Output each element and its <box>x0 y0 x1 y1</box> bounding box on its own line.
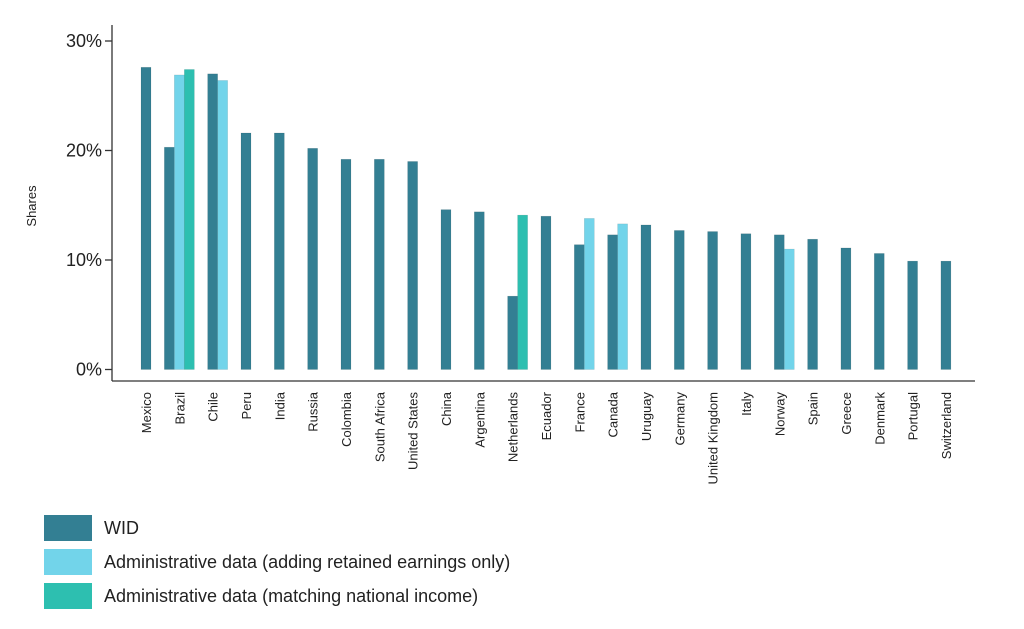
bar-south-africa-series-0 <box>374 158 385 370</box>
legend-swatch-national-income <box>44 583 92 609</box>
bar-netherlands-series-0 <box>507 295 518 370</box>
x-tick-label: Portugal <box>906 392 921 441</box>
x-tick-label: Netherlands <box>506 392 521 463</box>
bar-uruguay-series-0 <box>640 224 652 370</box>
bar-netherlands-series-2 <box>517 214 528 370</box>
x-tick-label: Switzerland <box>939 392 954 459</box>
x-tick-label: Denmark <box>872 392 887 445</box>
legend-label: Administrative data (matching national i… <box>104 585 479 606</box>
bar-united-kingdom-series-0 <box>707 231 718 370</box>
bar-canada-series-1 <box>617 223 628 370</box>
legend-item-wid: WID <box>44 511 510 545</box>
bar-peru-series-0 <box>240 132 252 370</box>
bars <box>140 66 952 370</box>
x-tick-label: Colombia <box>339 391 354 447</box>
legend-swatch-retained-earnings <box>44 549 92 575</box>
bar-germany-series-0 <box>673 230 685 370</box>
bar-ecuador-series-0 <box>540 215 552 370</box>
x-tick-label: Brazil <box>172 392 187 425</box>
bar-brazil-series-0 <box>164 146 175 370</box>
x-tick-label: Spain <box>806 392 821 425</box>
bar-brazil-series-2 <box>184 69 195 370</box>
x-tick-labels: Mexico Brazil Chile Peru India Russia Colombia… <box>139 391 954 484</box>
axes: 0% 10% 20% 30% <box>66 25 975 382</box>
bar-united-states-series-0 <box>407 161 418 370</box>
bar-france-series-0 <box>573 244 585 370</box>
legend-label: WID <box>104 517 139 538</box>
x-tick-label: Norway <box>772 392 787 437</box>
y-tick-label: 30% <box>66 31 102 51</box>
x-tick-label: Uruguay <box>639 392 654 442</box>
bar-canada-series-0 <box>607 234 618 370</box>
bar-mexico-series-0 <box>140 66 152 370</box>
x-tick-label: India <box>272 391 287 420</box>
bar-chile-series-0 <box>207 73 218 370</box>
x-tick-label: United Kingdom <box>706 392 721 485</box>
x-tick-label: Germany <box>672 392 687 446</box>
y-tick-label: 0% <box>76 360 102 380</box>
bar-norway-series-0 <box>773 234 785 370</box>
x-tick-label: South Africa <box>372 391 387 462</box>
x-tick-label: Italy <box>739 392 754 416</box>
bar-switzerland-series-0 <box>940 260 952 370</box>
bar-denmark-series-0 <box>873 253 885 370</box>
bar-spain-series-0 <box>807 238 818 370</box>
bar-greece-series-0 <box>840 247 852 370</box>
x-tick-label: China <box>439 391 454 426</box>
bar-india-series-0 <box>274 132 285 370</box>
x-tick-label: Mexico <box>139 392 154 433</box>
y-tick-label: 20% <box>66 141 102 161</box>
x-tick-label: Ecuador <box>539 391 554 440</box>
legend: WID Administrative data (adding retained… <box>44 511 510 613</box>
x-tick-label: Greece <box>839 392 854 435</box>
x-tick-label: Argentina <box>472 391 487 447</box>
y-axis-label: Shares <box>24 185 39 227</box>
legend-swatch-wid <box>44 515 92 541</box>
bar-france-series-1 <box>583 218 595 370</box>
x-tick-label: Russia <box>306 391 321 432</box>
bar-chile-series-1 <box>217 80 228 370</box>
legend-item-national-income: Administrative data (matching national i… <box>44 579 510 613</box>
y-tick-label: 10% <box>66 250 102 270</box>
x-tick-label: France <box>572 392 587 432</box>
bar-norway-series-1 <box>783 248 795 370</box>
x-tick-label: Canada <box>606 391 621 437</box>
bar-argentina-series-0 <box>473 211 485 370</box>
bar-colombia-series-0 <box>340 158 352 370</box>
x-tick-label: Chile <box>206 392 221 422</box>
legend-item-retained-earnings: Administrative data (adding retained ear… <box>44 545 510 579</box>
bar-china-series-0 <box>440 209 452 370</box>
bar-italy-series-0 <box>740 233 752 370</box>
bar-portugal-series-0 <box>907 260 918 370</box>
legend-label: Administrative data (adding retained ear… <box>104 551 511 572</box>
bar-russia-series-0 <box>307 148 318 370</box>
x-tick-label: Peru <box>239 392 254 419</box>
x-tick-label: United States <box>406 392 421 471</box>
bar-brazil-series-1 <box>174 74 185 370</box>
